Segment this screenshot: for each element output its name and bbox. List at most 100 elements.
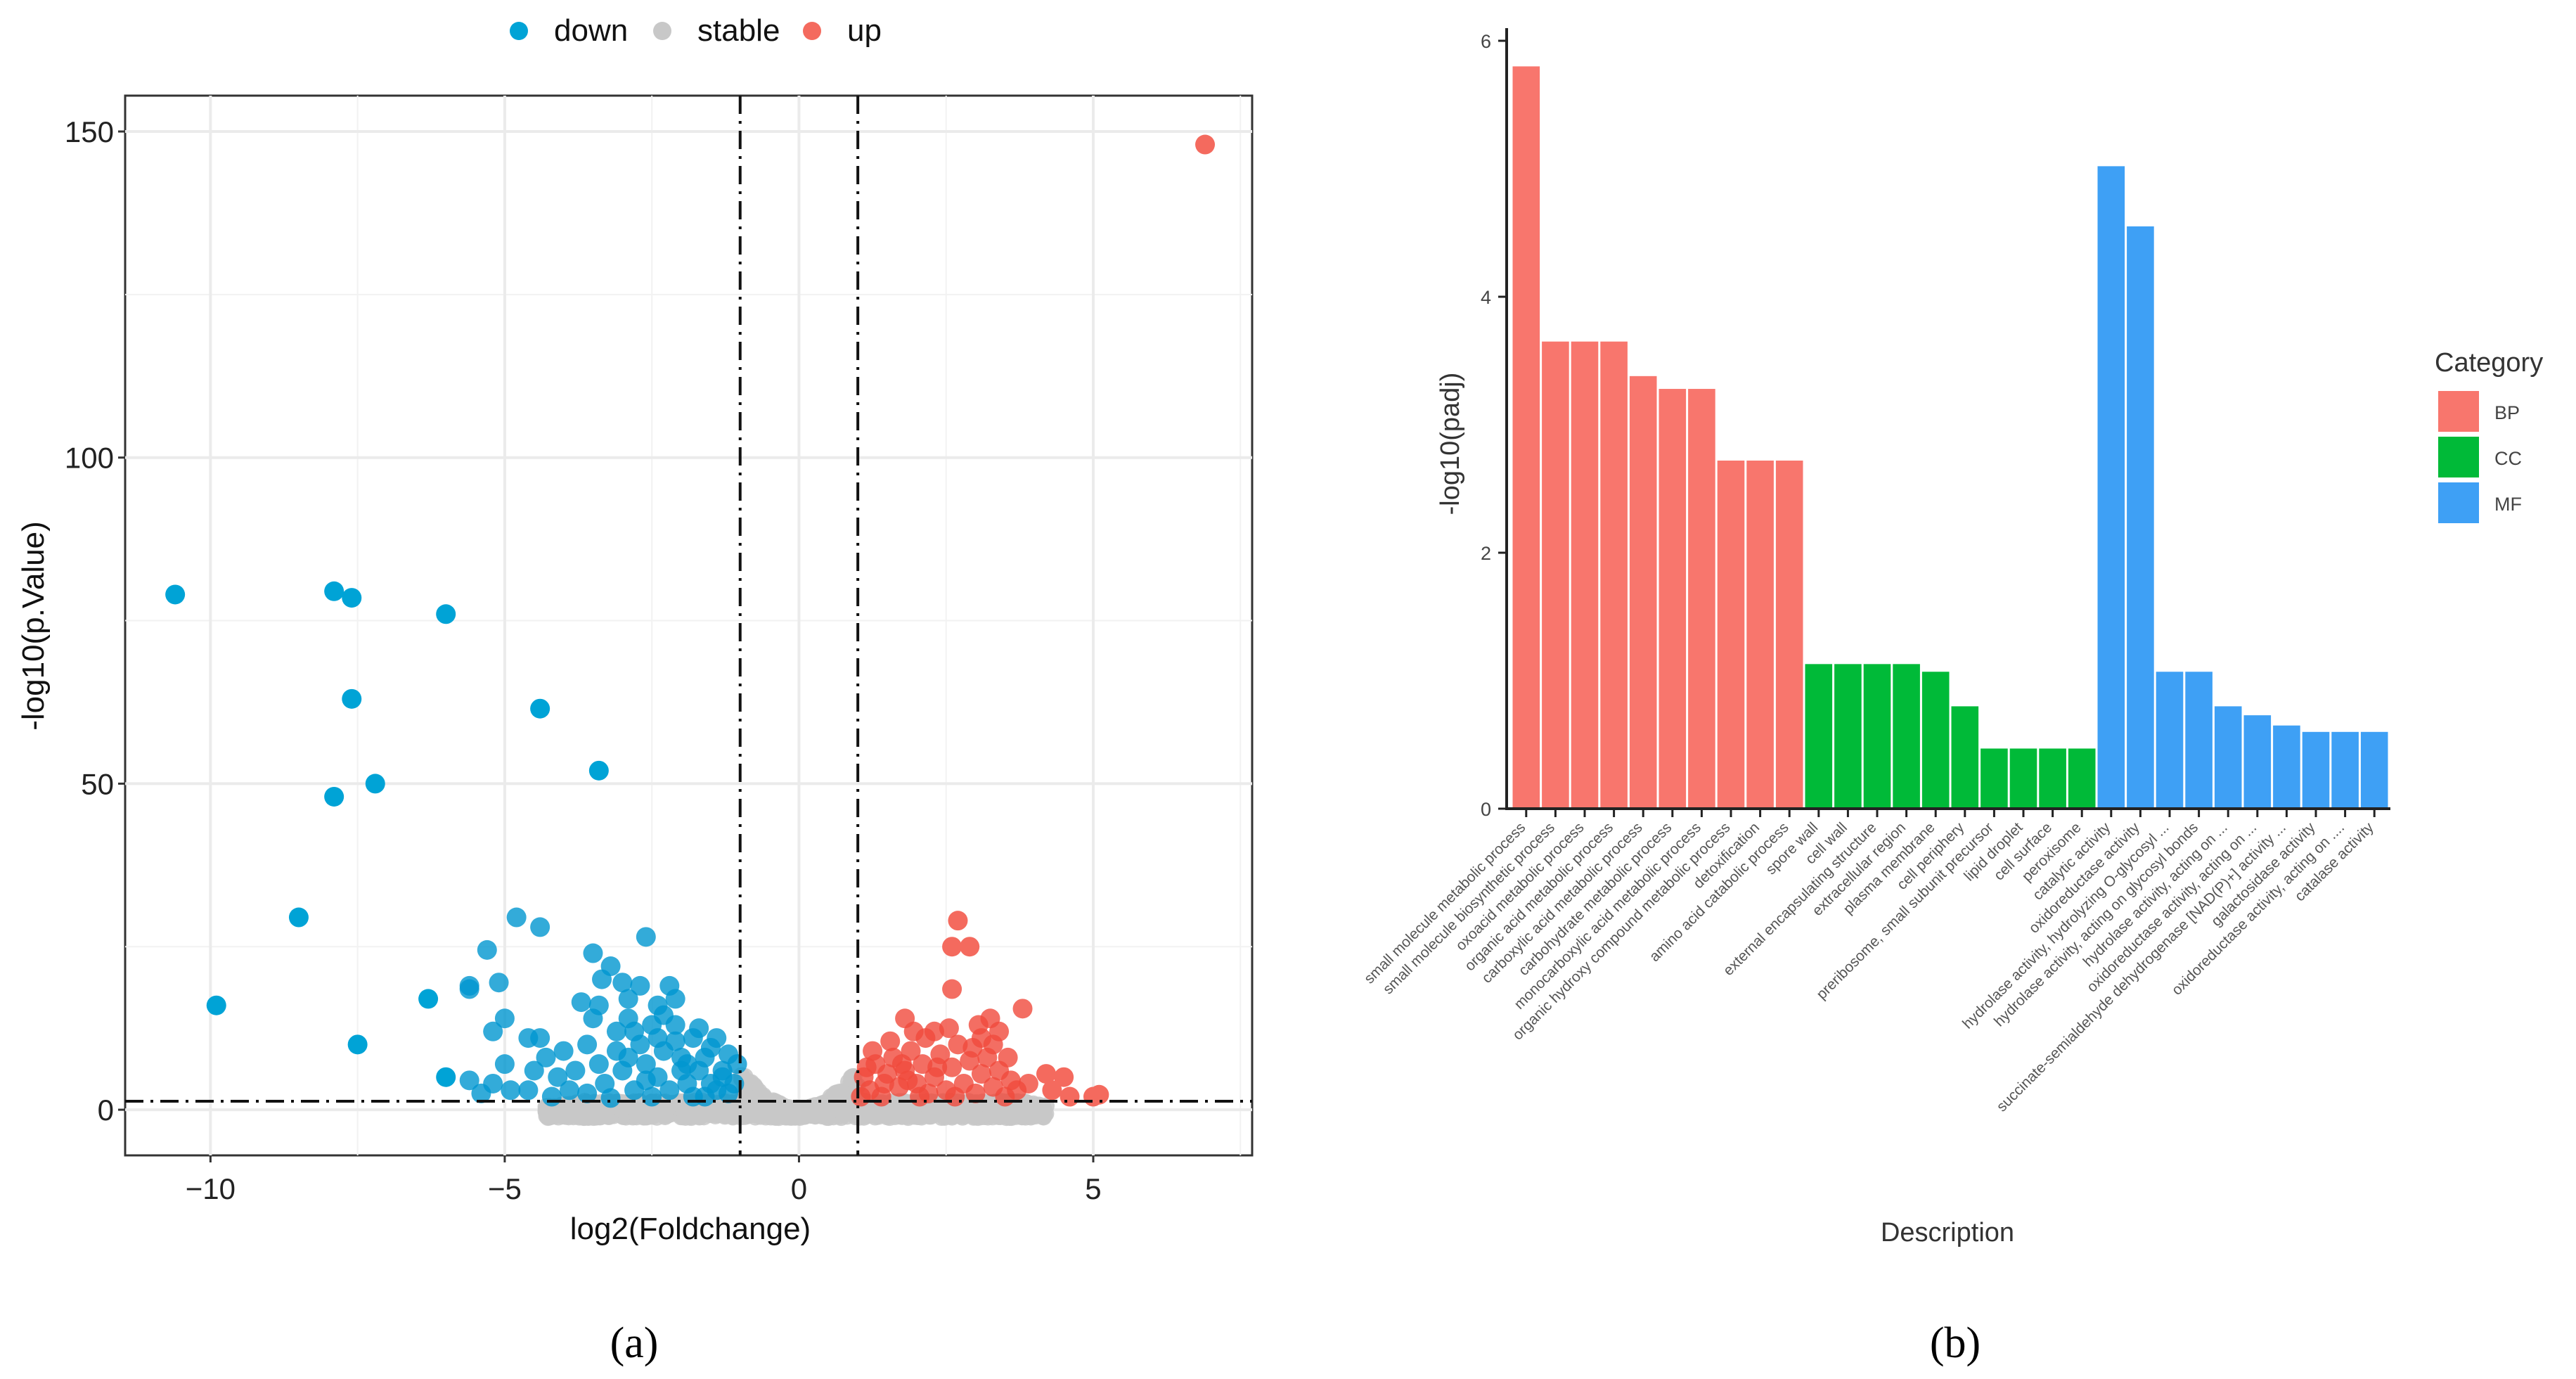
legend-key-BP — [2438, 391, 2479, 432]
up-point — [1042, 1080, 1062, 1101]
up-point — [863, 1041, 883, 1061]
down-point — [530, 1028, 550, 1048]
up-point — [962, 1037, 983, 1058]
stable-point — [560, 1108, 577, 1126]
bar-BP — [1512, 66, 1540, 809]
legend: down stable up — [510, 13, 882, 48]
legend-title: Category — [2435, 348, 2543, 378]
down-point — [553, 1041, 574, 1061]
x-axis-title: log2(Foldchange) — [570, 1212, 811, 1246]
up-point — [1018, 1073, 1038, 1093]
bar-MF — [2156, 672, 2184, 809]
down-point — [288, 907, 309, 928]
up-point — [910, 1086, 930, 1107]
down-point — [165, 584, 186, 605]
panel-label-b: (b) — [1930, 1319, 1981, 1367]
stable-point — [847, 1108, 865, 1126]
bar-CC — [1921, 672, 1950, 809]
down-point — [489, 973, 509, 993]
down-point — [494, 1008, 515, 1029]
bar-CC — [2068, 748, 2096, 809]
down-point — [436, 604, 456, 624]
down-point — [588, 760, 609, 781]
stable-point — [717, 1103, 735, 1120]
down-point — [530, 917, 550, 937]
threshold-lines — [125, 96, 1252, 1155]
bar-CC — [1863, 664, 1891, 809]
down-point — [689, 1018, 709, 1039]
bar-BP — [1746, 460, 1774, 809]
legend-marker-stable — [653, 22, 671, 40]
legend-label-CC: CC — [2494, 448, 2522, 469]
down-point — [541, 1086, 562, 1107]
y-axis-title: -log10(p.Value) — [16, 521, 51, 731]
grid-lines — [125, 96, 1252, 1155]
y-tick-label: 6 — [1481, 31, 1491, 52]
up-point — [874, 1073, 894, 1093]
legend-label-down: down — [554, 13, 628, 48]
up-point — [942, 937, 962, 957]
down-point — [588, 995, 609, 1015]
down-point — [536, 1047, 556, 1067]
stable-point — [920, 1107, 938, 1124]
bar-CC — [1805, 664, 1833, 809]
up-point — [942, 979, 962, 999]
down-point — [600, 1088, 621, 1108]
bar-MF — [2273, 725, 2300, 809]
up-point — [939, 1018, 959, 1039]
up-point — [856, 1057, 877, 1077]
down-point — [418, 989, 439, 1009]
bar-MF — [2185, 672, 2213, 809]
stable-point — [584, 1100, 602, 1117]
down-point — [559, 1080, 579, 1101]
down-point — [618, 1047, 638, 1067]
down-point — [501, 1080, 521, 1101]
down-point — [324, 786, 344, 807]
down-point — [342, 688, 362, 709]
up-point — [980, 1008, 1000, 1029]
significant-points — [165, 134, 1216, 1108]
down-point — [494, 1054, 515, 1075]
stable-point — [774, 1102, 792, 1120]
x-tick-label: 0 — [791, 1172, 807, 1205]
plot-panel — [124, 94, 1254, 1157]
y-tick-label: 0 — [1481, 799, 1491, 820]
bar-BP — [1600, 341, 1628, 809]
x-tick-label: 5 — [1085, 1172, 1101, 1205]
stable-point — [895, 1102, 913, 1120]
down-point — [665, 989, 685, 1009]
bar-BP — [1571, 341, 1599, 809]
bar-CC — [1893, 664, 1920, 809]
down-point — [592, 969, 612, 989]
up-point — [927, 1057, 948, 1077]
bar-CC — [2039, 748, 2066, 809]
bar-BP — [1717, 460, 1745, 809]
up-point — [1000, 1070, 1021, 1091]
up-point — [891, 1054, 912, 1075]
bar-BP — [1542, 341, 1569, 809]
stable-point — [1013, 1108, 1031, 1126]
up-point — [1012, 999, 1033, 1019]
down-point — [548, 1067, 568, 1087]
up-point — [977, 1047, 998, 1067]
down-point — [624, 1021, 645, 1041]
up-point — [971, 1064, 991, 1084]
down-point — [630, 975, 650, 996]
up-point — [1054, 1067, 1074, 1087]
bar-MF — [2243, 715, 2272, 809]
down-point — [206, 995, 226, 1015]
y-axis-title: -log10(padj) — [1436, 373, 1465, 515]
down-point — [324, 581, 344, 601]
down-point — [565, 1060, 586, 1081]
stable-point — [1027, 1106, 1045, 1124]
up-point — [1060, 1086, 1080, 1107]
up-point — [1195, 134, 1216, 155]
x-tick-label: −5 — [488, 1172, 522, 1205]
down-point — [347, 1034, 368, 1055]
down-point — [365, 774, 385, 794]
down-point — [665, 1031, 685, 1051]
